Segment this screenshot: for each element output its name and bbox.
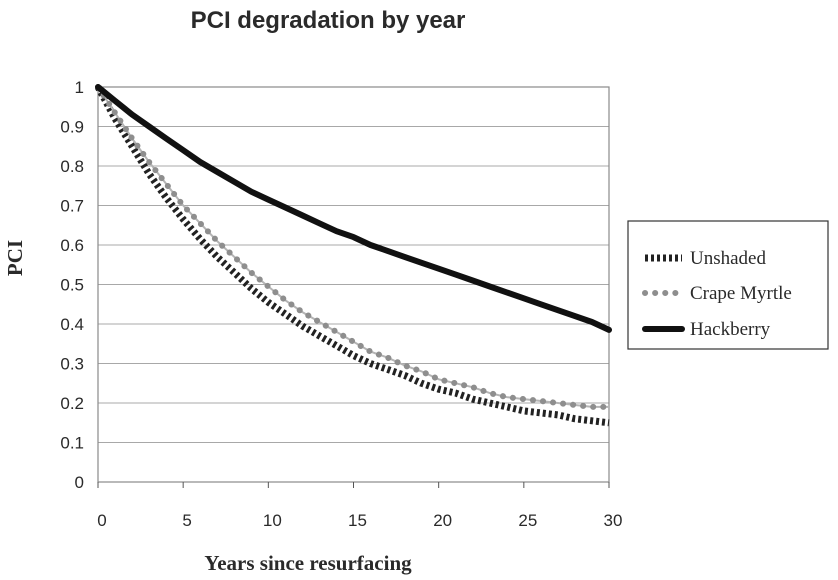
series-line-unshaded bbox=[94, 85, 610, 427]
x-tick-label: 5 bbox=[182, 511, 191, 530]
y-tick-label: 1 bbox=[75, 78, 84, 97]
series-lines bbox=[94, 84, 612, 427]
y-tick-label: 0.5 bbox=[60, 276, 84, 295]
y-tick-labels: 0 0.1 0.2 0.3 0.4 0.5 0.6 0.7 0.8 0.9 1 bbox=[60, 78, 84, 492]
x-tick-label: 15 bbox=[348, 511, 367, 530]
x-tick-label: 20 bbox=[433, 511, 452, 530]
series-line-crape-myrtle bbox=[95, 84, 612, 410]
series-line-hackberry bbox=[95, 84, 612, 333]
chart-title: PCI degradation by year bbox=[191, 7, 466, 34]
x-tick-label: 0 bbox=[97, 511, 106, 530]
x-axis-label: Years since resurfacing bbox=[204, 551, 412, 575]
y-tick-label: 0.8 bbox=[60, 157, 84, 176]
y-tick-label: 0.7 bbox=[60, 197, 84, 216]
y-tick-label: 0.4 bbox=[60, 315, 84, 334]
legend-label: Hackberry bbox=[690, 319, 771, 340]
y-tick-label: 0 bbox=[75, 473, 84, 492]
y-tick-label: 0.1 bbox=[60, 434, 84, 453]
legend-label: Unshaded bbox=[690, 248, 766, 269]
y-tick-label: 0.3 bbox=[60, 355, 84, 374]
x-tick-labels: 0 5 10 15 20 25 30 bbox=[97, 482, 622, 530]
x-tick-label: 25 bbox=[518, 511, 537, 530]
y-tick-label: 0.6 bbox=[60, 236, 84, 255]
y-axis-label: PCI bbox=[3, 240, 27, 276]
y-tick-label: 0.9 bbox=[60, 118, 84, 137]
legend: Unshaded Crape Myrtle Hackberry bbox=[627, 220, 829, 350]
y-tick-label: 0.2 bbox=[60, 394, 84, 413]
x-tick-label: 30 bbox=[604, 511, 623, 530]
x-tick-label: 10 bbox=[263, 511, 282, 530]
legend-label: Crape Myrtle bbox=[690, 283, 792, 304]
